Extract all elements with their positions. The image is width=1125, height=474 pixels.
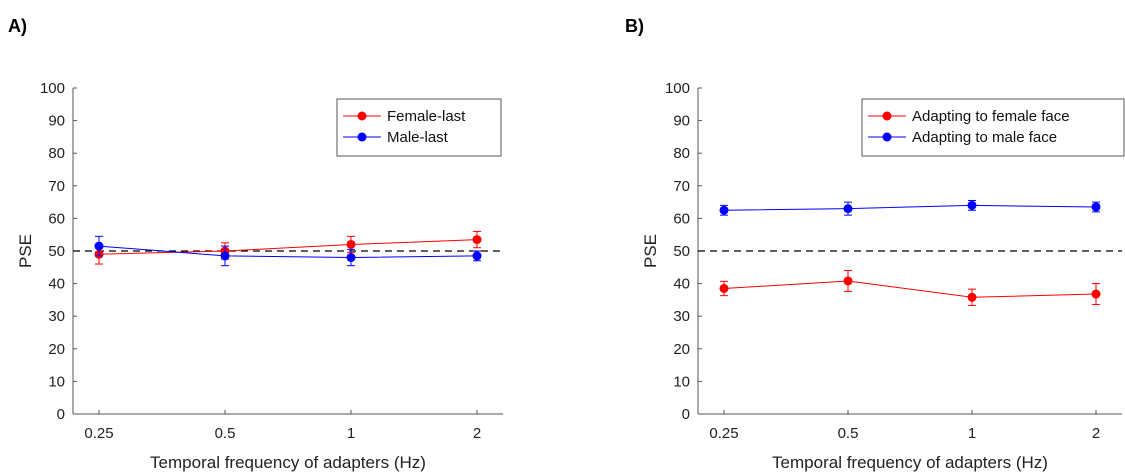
series-1 xyxy=(719,270,1101,306)
legend-marker xyxy=(357,132,367,142)
legend-marker xyxy=(882,111,892,121)
panel-label: B) xyxy=(625,16,644,36)
y-tick-label: 90 xyxy=(48,113,65,130)
chart-panel-2: B) 0 10 20 30 40 50 60 70 80 90 100 0.25 0.5 1 2 Tempora… xyxy=(625,16,1125,472)
y-tick-label: 30 xyxy=(48,308,65,325)
panel-label: A) xyxy=(8,16,27,36)
y-axis-title: PSE xyxy=(16,234,35,268)
series-line xyxy=(723,204,1097,211)
y-tick-label: 50 xyxy=(48,243,65,260)
legend-marker xyxy=(357,111,367,121)
y-tick-label: 100 xyxy=(665,80,690,97)
x-tick-label: 0.25 xyxy=(84,425,113,442)
x-tick-label: 1 xyxy=(347,425,355,442)
legend-label: Adapting to male face xyxy=(912,129,1057,146)
x-tick-label: 0.5 xyxy=(838,425,859,442)
data-point xyxy=(1091,202,1101,212)
y-tick-label: 20 xyxy=(48,341,65,358)
y-tick-label: 70 xyxy=(48,178,65,195)
legend-box xyxy=(336,98,502,157)
x-axis-title: Temporal frequency of adapters (Hz) xyxy=(772,453,1048,472)
y-tick-label: 80 xyxy=(673,145,690,162)
data-point xyxy=(472,251,482,261)
y-tick-label: 30 xyxy=(673,308,690,325)
data-point xyxy=(719,283,729,293)
y-tick-label: 70 xyxy=(673,178,690,195)
data-point xyxy=(94,241,104,251)
x-tick-label: 2 xyxy=(473,425,481,442)
x-axis-title: Temporal frequency of adapters (Hz) xyxy=(150,453,426,472)
y-tick-label: 50 xyxy=(673,243,690,260)
legend-box xyxy=(861,98,1125,157)
y-tick-label: 20 xyxy=(673,341,690,358)
x-tick-label: 0.25 xyxy=(709,425,738,442)
data-point xyxy=(1091,289,1101,299)
legend: Adapting to female face Adapting to male … xyxy=(861,98,1125,157)
legend-marker xyxy=(882,132,892,142)
data-point xyxy=(967,200,977,210)
data-point xyxy=(472,235,482,245)
x-tick-label: 0.5 xyxy=(215,425,236,442)
data-point xyxy=(220,251,230,261)
y-tick-label: 100 xyxy=(40,80,65,97)
x-tick-label: 1 xyxy=(968,425,976,442)
legend-label: Female-last xyxy=(387,108,466,125)
y-tick-label: 40 xyxy=(673,276,690,293)
chart-panel-1: A) 0 10 20 30 40 50 60 70 80 90 100 0.25 0.5 1 2 Tempora… xyxy=(8,16,503,472)
y-tick-label: 0 xyxy=(682,406,690,423)
data-point xyxy=(346,239,356,249)
series-2 xyxy=(719,199,1101,216)
y-tick-label: 10 xyxy=(673,373,690,390)
y-tick-label: 80 xyxy=(48,145,65,162)
series-line xyxy=(723,280,1097,298)
series-line xyxy=(98,245,478,259)
y-tick-label: 10 xyxy=(48,373,65,390)
data-point xyxy=(967,292,977,302)
data-point xyxy=(843,204,853,214)
data-point xyxy=(719,205,729,215)
series-line xyxy=(98,239,478,255)
y-axis-title: PSE xyxy=(641,234,660,268)
data-point xyxy=(843,276,853,286)
data-point xyxy=(346,253,356,263)
legend: Female-last Male-last xyxy=(336,98,502,157)
series-1 xyxy=(94,230,482,265)
y-tick-label: 90 xyxy=(673,113,690,130)
series-2 xyxy=(94,235,482,267)
y-tick-label: 60 xyxy=(673,210,690,227)
y-tick-label: 0 xyxy=(57,406,65,423)
y-tick-label: 40 xyxy=(48,276,65,293)
y-tick-label: 60 xyxy=(48,210,65,227)
legend-label: Adapting to female face xyxy=(912,108,1070,125)
x-tick-label: 2 xyxy=(1092,425,1100,442)
legend-label: Male-last xyxy=(387,129,449,146)
